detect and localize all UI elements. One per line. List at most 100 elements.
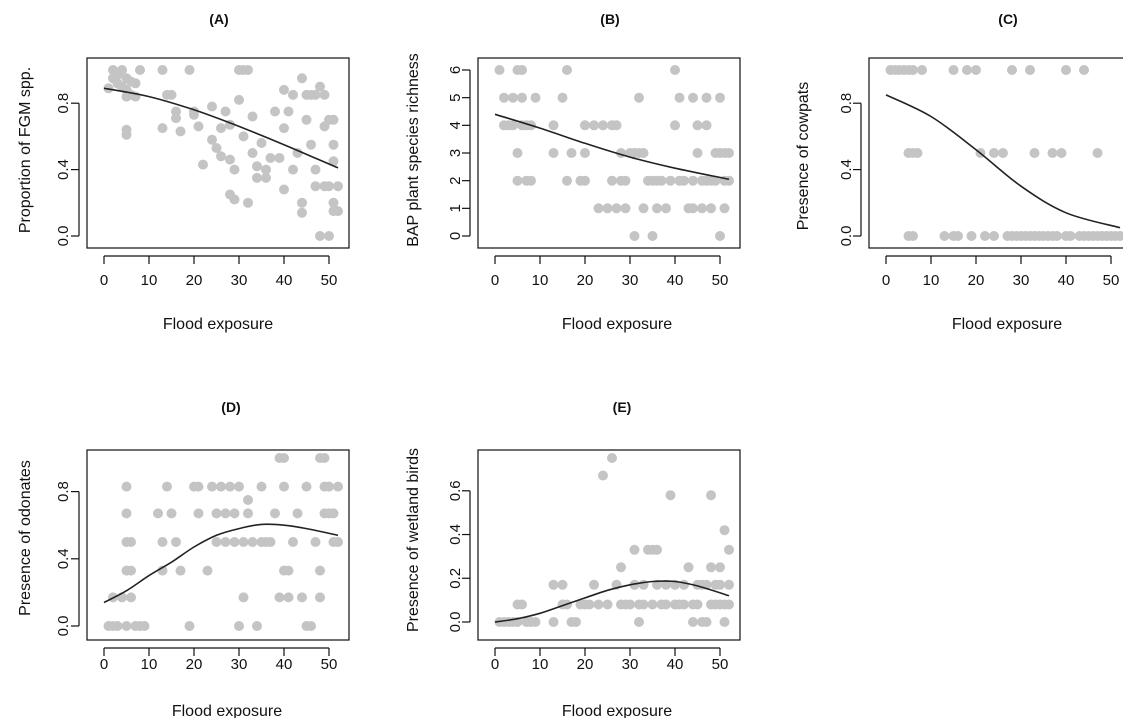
panel-c-data-point — [908, 65, 918, 75]
panel-e-data-point — [679, 599, 689, 610]
panel-a-data-point — [252, 161, 262, 172]
panel-d-data-point — [328, 508, 339, 519]
panel-c-x-label: Flood exposure — [952, 316, 1062, 333]
panel-b-data-point — [665, 175, 676, 186]
panel-e-data-point — [629, 544, 640, 555]
panel-d: (D) Flood exposure Presence of odonates … — [17, 399, 350, 718]
panel-c-data-point — [908, 231, 918, 241]
panel-b-data-point — [724, 175, 734, 186]
panel-a-y-tick-label: 0.0 — [55, 226, 72, 247]
panel-a-data-point — [211, 143, 222, 153]
panel-b-data-point — [688, 203, 698, 214]
panel-d-data-point — [288, 537, 298, 547]
panel-a-data-point — [328, 114, 339, 125]
panel-d-data-point — [234, 621, 244, 631]
panel-b-data-point — [494, 65, 505, 75]
panel-e-y-label: Presence of wetland birds — [405, 448, 422, 632]
panel-b-data-point — [719, 203, 730, 214]
panel-d-data-point — [297, 592, 307, 603]
panel-e-data-point — [638, 599, 649, 610]
panel-e-data-point — [652, 579, 662, 590]
panel-d-data-point — [153, 508, 163, 519]
panel-a-data-point — [216, 151, 226, 162]
panel-c-data-point — [948, 65, 959, 75]
panel-a-data-point — [157, 65, 168, 75]
panel-b-y-tick-label: 3 — [447, 149, 464, 157]
panel-a-data-point — [310, 164, 321, 175]
panel-e-data-point — [688, 617, 698, 627]
panel-a-data-point — [288, 89, 298, 100]
panel-b-data-point — [517, 92, 527, 103]
panel-d-data-point — [274, 592, 285, 603]
panel-b-data-point — [530, 92, 541, 103]
panel-d-data-point — [184, 621, 195, 631]
panel-d-data-point — [126, 592, 136, 603]
panel-d-x-tick-label: 40 — [276, 656, 293, 673]
panel-e-data-point — [724, 599, 734, 610]
panel-e-data-point — [661, 599, 671, 610]
panel-a-data-point — [319, 89, 330, 100]
panel-b-data-point — [562, 65, 572, 75]
panel-e-data-point — [683, 562, 694, 573]
panel-b-x-tick-label: 10 — [532, 272, 549, 289]
panel-c-data-point — [1115, 231, 1123, 241]
panel-b-data-point — [674, 92, 685, 103]
panel-b-data-point — [607, 175, 617, 186]
panel-a-data-point — [171, 113, 181, 124]
panel-d-data-point — [126, 537, 136, 547]
panel-c-data-point — [939, 231, 950, 241]
panel-c-y-label: Presence of cowpats — [795, 82, 812, 231]
panel-e-data-point — [652, 544, 662, 555]
panel-a-data-point — [220, 106, 231, 117]
panel-b-y-tick-label: 0 — [447, 232, 464, 240]
panel-a-data-point — [121, 129, 132, 140]
panel-e-data-point — [647, 599, 658, 610]
panel-b-data-point — [589, 120, 599, 131]
panel-d-data-point — [229, 508, 240, 519]
panel-c-data-point — [1056, 148, 1067, 158]
panel-a-fitted-curve — [103, 87, 339, 169]
panel-b-data-point — [620, 175, 631, 186]
panel-d-data-point — [306, 621, 316, 631]
panel-b-x-tick-label: 0 — [491, 272, 499, 289]
panel-a-x-label: Flood exposure — [163, 316, 273, 333]
panel-e-data-point — [706, 490, 716, 501]
panel-a-data-point — [328, 156, 339, 167]
panel-c-data-point — [917, 65, 927, 75]
panel-d-data-point — [220, 537, 231, 547]
panel-c-data-point — [989, 148, 999, 158]
panel-a-data-point — [297, 197, 307, 208]
panel-b-x-tick-label: 40 — [667, 272, 684, 289]
panel-d-y-tick-label: 0.8 — [55, 481, 72, 502]
panel-d-x-label: Flood exposure — [172, 703, 282, 718]
panel-b-y-tick-label: 2 — [447, 177, 464, 185]
panel-e-plot-frame — [477, 449, 741, 641]
panel-e-y-tick-label: 0.0 — [447, 612, 464, 633]
panel-c-x-tick-label: 10 — [923, 272, 940, 289]
panel-d-data-point — [126, 565, 136, 576]
panel-c-marks — [885, 65, 1123, 241]
panel-d-x-tick-label: 10 — [141, 656, 158, 673]
panel-e-data-point — [607, 453, 617, 463]
panel-a-data-point — [252, 172, 262, 183]
panel-a-x-tick-label: 40 — [276, 272, 293, 289]
panel-b-data-point — [670, 120, 680, 131]
panel-b-data-point — [508, 92, 518, 103]
panel-a-plot-frame — [86, 57, 350, 249]
panel-b-data-point — [580, 120, 590, 131]
panel-a-data-point — [301, 114, 312, 125]
panel-c-data-point — [1029, 148, 1040, 158]
panel-d-data-point — [193, 508, 204, 519]
panel-b-data-point — [566, 148, 577, 158]
panel-d-data-point — [193, 481, 204, 492]
panel-e-x-tick-label: 0 — [491, 656, 499, 673]
panel-e-data-point — [665, 490, 676, 501]
panel-b-data-point — [652, 203, 662, 214]
panel-d-data-point — [238, 592, 249, 603]
panel-d-plot-frame — [86, 449, 350, 641]
panel-a-data-point — [333, 206, 343, 217]
panel-a-data-point — [324, 181, 334, 192]
panel-b-fitted-curve — [494, 113, 730, 181]
panel-a-data-point — [216, 123, 226, 134]
panel-e-x-label: Flood exposure — [562, 703, 672, 718]
